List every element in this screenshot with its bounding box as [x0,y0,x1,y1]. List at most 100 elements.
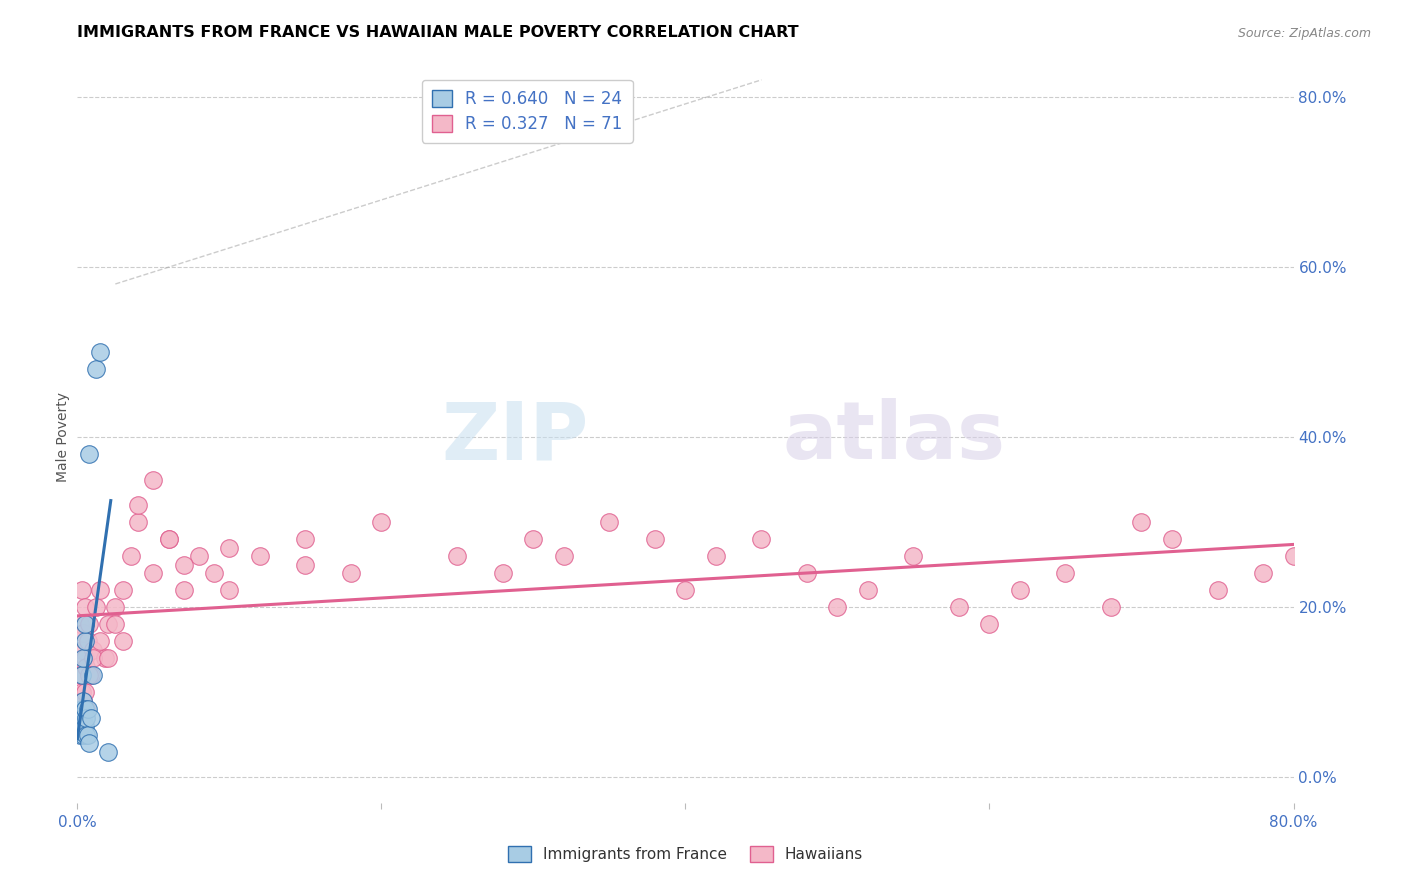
Point [89,634,111,648]
Point [93,651,115,665]
Point [69,728,91,742]
Point [72,694,94,708]
Point [644,532,666,546]
Point [827,600,849,615]
Point [979,617,1001,632]
Point [173,558,195,572]
Point [173,583,195,598]
Point [72,728,94,742]
Point [294,532,316,546]
Point [97,617,120,632]
Point [80,711,103,725]
Point [522,532,544,546]
Point [75,728,97,742]
Point [127,515,149,529]
Point [104,617,127,632]
Point [69,617,91,632]
Point [120,549,142,563]
Point [1206,583,1229,598]
Point [370,515,392,529]
Point [142,566,165,581]
Point [553,549,575,563]
Point [79,447,101,461]
Point [1130,515,1153,529]
Point [75,711,97,725]
Point [1099,600,1122,615]
Point [218,541,240,555]
Point [675,583,697,598]
Point [80,668,103,682]
Point [84,600,107,615]
Point [79,617,101,632]
Point [856,583,879,598]
Point [796,566,818,581]
Point [70,702,93,716]
Point [77,728,100,742]
Point [69,668,91,682]
Point [89,583,111,598]
Point [1251,566,1274,581]
Point [70,719,93,733]
Point [84,362,107,376]
Legend: Immigrants from France, Hawaiians: Immigrants from France, Hawaiians [502,840,869,868]
Point [1282,549,1305,563]
Text: Source: ZipAtlas.com: Source: ZipAtlas.com [1237,27,1371,40]
Point [97,745,120,759]
Point [82,668,104,682]
Point [446,549,468,563]
Point [70,583,93,598]
Point [82,651,104,665]
Point [249,549,271,563]
Point [72,702,94,716]
Point [69,711,91,725]
Point [751,532,773,546]
Point [202,566,225,581]
Point [97,651,120,665]
Point [70,642,93,657]
Point [1008,583,1031,598]
Point [142,473,165,487]
Point [89,345,111,359]
Point [104,600,127,615]
Text: ZIP: ZIP [441,398,588,476]
Point [73,719,96,733]
Point [73,617,96,632]
Point [704,549,727,563]
Point [294,558,316,572]
Point [73,651,96,665]
Point [70,719,93,733]
Point [79,668,101,682]
Point [75,702,97,716]
Point [340,566,363,581]
Point [73,634,96,648]
Point [157,532,180,546]
Text: atlas: atlas [783,398,1005,476]
Point [72,651,94,665]
Point [598,515,620,529]
Text: IMMIGRANTS FROM FRANCE VS HAWAIIAN MALE POVERTY CORRELATION CHART: IMMIGRANTS FROM FRANCE VS HAWAIIAN MALE … [77,25,799,40]
Point [1161,532,1184,546]
Point [218,583,240,598]
Point [948,600,970,615]
Point [77,634,100,648]
Point [111,634,134,648]
Point [1054,566,1077,581]
Point [70,668,93,682]
Point [72,625,94,640]
Point [127,498,149,512]
Point [75,659,97,673]
Point [73,685,96,699]
Point [77,702,100,716]
Point [111,583,134,598]
Point [72,711,94,725]
Point [73,600,96,615]
Point [492,566,515,581]
Point [903,549,925,563]
Point [72,694,94,708]
Point [70,685,93,699]
Point [82,642,104,657]
Y-axis label: Male Poverty: Male Poverty [56,392,70,482]
Point [157,532,180,546]
Point [79,736,101,750]
Point [73,702,96,716]
